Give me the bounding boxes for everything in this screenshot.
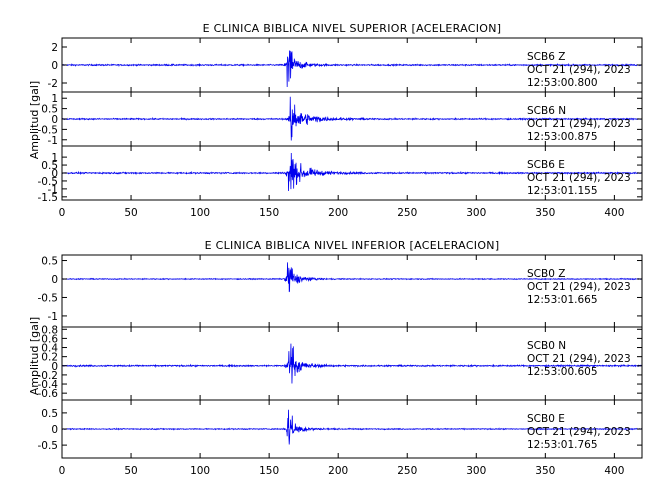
y-axis-label: Amplitud [gal] xyxy=(28,317,41,395)
chart-1: E CLINICA BIBLICA NIVEL SUPERIOR [ACELER… xyxy=(28,22,643,219)
station-annotation: 12:53:01.765 xyxy=(527,439,598,451)
x-tick-label: 250 xyxy=(397,207,417,219)
chart-title: E CLINICA BIBLICA NIVEL SUPERIOR [ACELER… xyxy=(203,22,502,35)
x-tick-label: 150 xyxy=(259,465,279,477)
station-annotation: SCB0 N xyxy=(527,340,566,352)
y-tick-label: 0.2 xyxy=(41,352,58,364)
y-axis-label: Amplitud [gal] xyxy=(28,81,41,159)
y-tick-label: -0.2 xyxy=(38,370,59,382)
y-tick-label: -1.5 xyxy=(38,192,59,204)
x-tick-label: 100 xyxy=(190,465,210,477)
chart-title: E CLINICA BIBLICA NIVEL INFERIOR [ACELER… xyxy=(205,239,500,252)
y-tick-label: -2 xyxy=(48,78,58,90)
waveform-trace xyxy=(61,50,643,87)
y-tick-label: 0.5 xyxy=(41,160,58,172)
y-tick-label: 0.8 xyxy=(41,324,58,336)
y-tick-label: -1 xyxy=(48,311,58,323)
y-tick-label: -0.5 xyxy=(38,176,59,188)
station-annotation: SCB0 E xyxy=(527,413,565,425)
y-tick-label: 0 xyxy=(51,168,58,180)
station-annotation: OCT 21 (294), 2023 xyxy=(527,281,631,293)
y-tick-label: 2 xyxy=(51,42,58,54)
y-tick-label: -1 xyxy=(48,184,58,196)
waveform-trace xyxy=(61,343,643,384)
x-tick-label: 150 xyxy=(259,207,279,219)
y-tick-label: 0.4 xyxy=(41,343,58,355)
y-tick-label: 0.5 xyxy=(41,104,58,116)
y-tick-label: -0.5 xyxy=(38,292,59,304)
station-annotation: SCB6 N xyxy=(527,105,566,117)
x-tick-label: 50 xyxy=(124,207,137,219)
y-tick-label: 0 xyxy=(51,274,58,286)
station-annotation: SCB6 E xyxy=(527,159,565,171)
y-tick-label: 0.5 xyxy=(41,408,58,420)
station-annotation: 12:53:00.605 xyxy=(527,366,598,378)
x-tick-label: 350 xyxy=(535,207,555,219)
y-tick-label: -0.5 xyxy=(38,124,59,136)
x-tick-label: 50 xyxy=(124,465,137,477)
y-tick-label: 0 xyxy=(51,60,58,72)
station-annotation: 12:53:00.875 xyxy=(527,131,598,143)
x-tick-label: 100 xyxy=(190,207,210,219)
station-annotation: OCT 21 (294), 2023 xyxy=(527,64,631,76)
station-annotation: SCB6 Z xyxy=(527,51,565,63)
x-tick-label: 0 xyxy=(59,207,66,219)
x-tick-label: 400 xyxy=(604,207,624,219)
x-tick-label: 350 xyxy=(535,465,555,477)
waveform-trace xyxy=(61,262,643,293)
x-tick-label: 300 xyxy=(466,465,486,477)
station-annotation: 12:53:01.665 xyxy=(527,294,598,306)
waveform-trace xyxy=(61,96,643,141)
y-tick-label: 0.6 xyxy=(41,333,58,345)
y-tick-label: 1 xyxy=(51,93,58,105)
x-tick-label: 300 xyxy=(466,207,486,219)
station-annotation: OCT 21 (294), 2023 xyxy=(527,118,631,130)
station-annotation: OCT 21 (294), 2023 xyxy=(527,172,631,184)
y-tick-label: -0.4 xyxy=(38,379,59,391)
x-tick-label: 400 xyxy=(604,465,624,477)
chart-2: E CLINICA BIBLICA NIVEL INFERIOR [ACELER… xyxy=(28,239,643,477)
y-tick-label: 0 xyxy=(51,114,58,126)
y-tick-label: 0.5 xyxy=(41,256,58,268)
y-tick-label: -0.6 xyxy=(38,388,59,400)
waveform-trace xyxy=(61,153,643,192)
x-tick-label: 200 xyxy=(328,465,348,477)
y-tick-label: -1 xyxy=(48,135,58,147)
y-tick-label: -0.5 xyxy=(38,440,59,452)
station-annotation: 12:53:00.800 xyxy=(527,77,598,89)
y-tick-label: 1 xyxy=(51,152,58,164)
waveform-trace xyxy=(61,409,643,445)
y-tick-label: 0 xyxy=(51,424,58,436)
x-tick-label: 250 xyxy=(397,465,417,477)
y-tick-label: 0 xyxy=(51,361,58,373)
station-annotation: OCT 21 (294), 2023 xyxy=(527,353,631,365)
station-annotation: 12:53:01.155 xyxy=(527,185,598,197)
x-tick-label: 200 xyxy=(328,207,348,219)
station-annotation: OCT 21 (294), 2023 xyxy=(527,426,631,438)
x-tick-label: 0 xyxy=(59,465,66,477)
station-annotation: SCB0 Z xyxy=(527,268,565,280)
